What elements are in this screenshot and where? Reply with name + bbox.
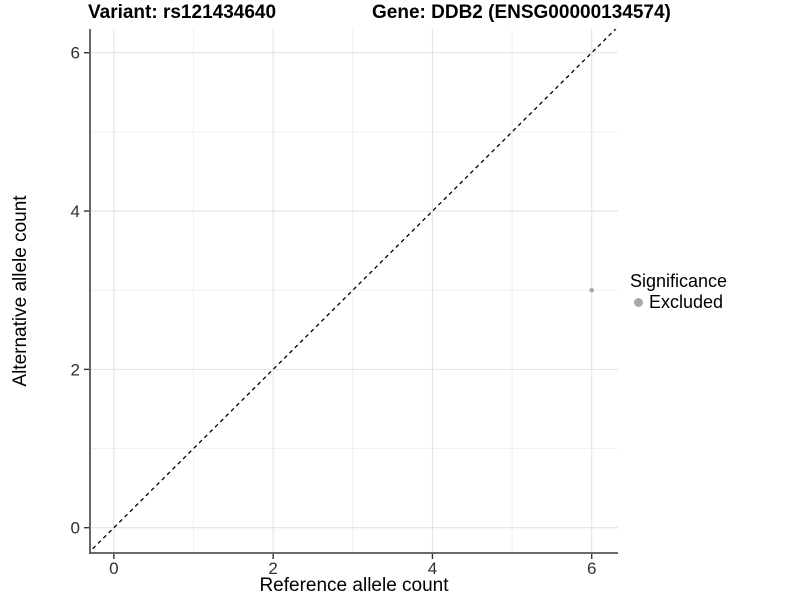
legend-item-excluded: Excluded xyxy=(630,292,727,313)
x-tick-label: 0 xyxy=(109,559,118,578)
y-tick-label: 6 xyxy=(71,44,80,63)
y-tick-label: 4 xyxy=(71,202,80,221)
data-point xyxy=(589,287,595,293)
x-tick-label: 6 xyxy=(587,559,596,578)
x-axis-title: Reference allele count xyxy=(259,575,449,596)
y-axis-title: Alternative allele count xyxy=(10,195,31,387)
legend-title: Significance xyxy=(630,271,728,291)
legend-item-label: Excluded xyxy=(649,292,724,312)
y-tick-label: 0 xyxy=(71,519,80,538)
x-tick-label: 2 xyxy=(268,559,277,578)
legend: Significance Excluded xyxy=(630,271,727,313)
plot-title-variant: Variant: rs121434640 xyxy=(88,2,277,23)
y-tick-label: 2 xyxy=(71,360,80,379)
legend-point-icon xyxy=(634,298,643,307)
plot-title-gene: Gene: DDB2 (ENSG00000134574) xyxy=(372,2,671,23)
x-tick-label: 4 xyxy=(428,559,437,578)
